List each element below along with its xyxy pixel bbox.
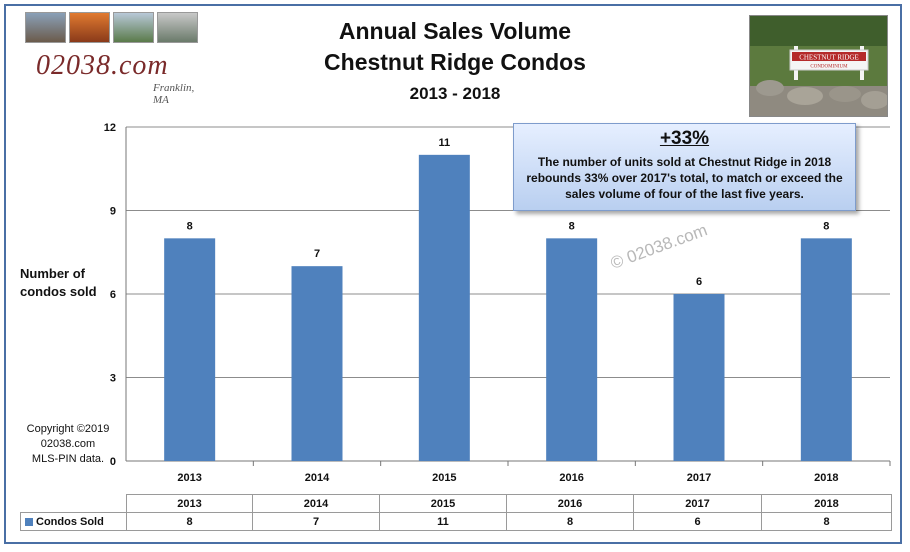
- x-tick-label: 2016: [559, 472, 583, 484]
- data-table-header: 2017: [633, 494, 762, 513]
- x-tick-label: 2015: [432, 472, 456, 484]
- bar: [418, 154, 470, 462]
- data-table-header-row: 2013 2014 2015 2016 2017 2018: [21, 494, 892, 513]
- data-label: 7: [314, 248, 320, 260]
- x-tick-label: 2013: [177, 472, 201, 484]
- data-table-series-label: Condos Sold: [20, 512, 127, 531]
- callout-box: +33% The number of units sold at Chestnu…: [513, 123, 856, 211]
- data-table-corner: [21, 495, 127, 513]
- x-tick-label: 2018: [814, 472, 838, 484]
- logo-text: 02038.com: [36, 50, 169, 81]
- copyright-note: Copyright ©2019 02038.com MLS-PIN data.: [18, 422, 118, 467]
- data-table-cell: 6: [633, 512, 762, 531]
- data-table: 2013 2014 2015 2016 2017 2018 Condos Sol…: [20, 494, 892, 531]
- logo-subtext: Franklin, MA: [153, 82, 195, 106]
- house-thumbnail-4: [157, 12, 198, 43]
- data-table-header: 2015: [379, 494, 507, 513]
- bar: [164, 238, 216, 461]
- x-tick-label: 2017: [687, 472, 711, 484]
- data-label: 6: [696, 276, 702, 288]
- callout-headline: +33%: [659, 128, 710, 149]
- legend-swatch: [25, 517, 33, 526]
- data-label: 11: [439, 137, 451, 149]
- copyright-line-1: Copyright ©2019: [26, 423, 110, 435]
- y-tick-label: 0: [110, 456, 116, 468]
- data-table-header: 2014: [252, 494, 380, 513]
- sign-line-2: CONDOMINIUM: [810, 65, 848, 70]
- data-label: 8: [187, 220, 193, 232]
- data-table-cell: 8: [506, 512, 634, 531]
- data-table-cell: 11: [379, 512, 507, 531]
- x-tick-label: 2014: [305, 472, 330, 484]
- chart-title-line-2: Chestnut Ridge Condos: [324, 49, 586, 75]
- sign-photo-illustration: CHESTNUT RIDGE CONDOMINIUM: [750, 16, 887, 116]
- house-thumbnail-3: [113, 12, 154, 43]
- site-logo: 02038.com Franklin, MA: [18, 12, 208, 106]
- data-table-cell: 8: [761, 512, 892, 531]
- sign-line-1: CHESTNUT RIDGE: [799, 54, 859, 62]
- series-name: Condos Sold: [36, 515, 104, 528]
- chart-title-line-1: Annual Sales Volume: [338, 18, 572, 44]
- y-tick-label: 9: [110, 206, 116, 218]
- data-table-cell: 7: [252, 512, 380, 531]
- data-table-cell: 8: [126, 512, 253, 531]
- callout-text: The number of units sold at Chestnut Rid…: [526, 155, 843, 201]
- data-table-header: 2018: [761, 494, 892, 513]
- bar: [546, 238, 598, 461]
- bar: [673, 294, 725, 461]
- data-table-row: Condos Sold 8 7 11 8 6 8: [20, 512, 892, 531]
- y-tick-label: 12: [104, 122, 116, 134]
- sign-photo: CHESTNUT RIDGE CONDOMINIUM: [749, 15, 888, 117]
- chart-title-block: Annual Sales Volume Chestnut Ridge Condo…: [250, 16, 660, 104]
- chart-subtitle: 2013 - 2018: [409, 84, 501, 103]
- data-label: 8: [569, 220, 575, 232]
- y-axis-label: Number of condos sold: [20, 266, 97, 299]
- bar: [800, 238, 852, 461]
- bar: [291, 266, 343, 461]
- data-table-header: 2013: [126, 494, 253, 513]
- house-thumbnail-1: [25, 12, 66, 43]
- y-tick-label: 3: [110, 373, 116, 385]
- data-label: 8: [823, 220, 829, 232]
- copyright-line-3: MLS-PIN data.: [31, 453, 105, 465]
- y-tick-label: 6: [110, 289, 116, 301]
- data-table-header: 2016: [506, 494, 634, 513]
- copyright-line-2: 02038.com: [40, 438, 96, 450]
- house-thumbnail-2: [69, 12, 110, 43]
